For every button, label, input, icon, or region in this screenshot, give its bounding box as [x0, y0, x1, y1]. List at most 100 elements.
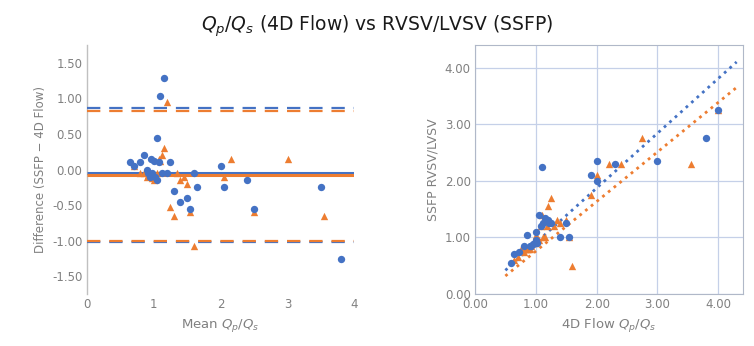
Point [522, 246, 534, 252]
Point [171, 170, 183, 176]
Point [530, 238, 542, 243]
Point [181, 195, 193, 201]
Point [148, 177, 160, 183]
Point [225, 156, 237, 162]
Point [535, 224, 547, 229]
Point [542, 218, 554, 223]
Point [533, 238, 545, 243]
Point [713, 107, 725, 113]
Point [651, 158, 664, 164]
Point [545, 195, 557, 201]
Point [609, 161, 621, 167]
Point [335, 256, 347, 261]
Y-axis label: SSFP RVSV/LVSV: SSFP RVSV/LVSV [426, 118, 440, 221]
Point [525, 243, 537, 249]
Point [563, 235, 575, 240]
Point [505, 260, 517, 266]
Point [141, 174, 153, 180]
Point [700, 136, 713, 141]
Point [537, 235, 549, 240]
Point [241, 177, 253, 183]
Point [602, 161, 615, 167]
Point [218, 184, 230, 190]
Point [520, 246, 532, 252]
Point [537, 220, 549, 226]
Point [134, 170, 146, 176]
Point [155, 170, 167, 176]
Point [141, 167, 153, 172]
Point [517, 243, 529, 249]
Point [530, 235, 542, 240]
Point [636, 136, 648, 141]
Point [517, 249, 529, 254]
Point [181, 181, 193, 186]
Point [551, 218, 563, 223]
Point [161, 99, 173, 105]
Point [519, 246, 531, 252]
Point [539, 235, 551, 240]
Point [124, 160, 136, 165]
Point [554, 235, 566, 240]
Point [584, 192, 596, 198]
Point [590, 158, 602, 164]
Point [155, 158, 167, 164]
Point [153, 156, 165, 162]
Point [143, 170, 155, 176]
Point [508, 257, 520, 263]
Point [529, 240, 541, 246]
Point [554, 220, 566, 226]
Point [513, 249, 525, 254]
Point [590, 178, 602, 184]
Point [137, 153, 149, 158]
Point [590, 172, 602, 178]
Point [566, 263, 578, 268]
Point [615, 161, 627, 167]
Point [188, 170, 200, 176]
Point [545, 220, 557, 226]
Point [127, 163, 139, 169]
Point [158, 76, 170, 81]
Point [146, 170, 158, 176]
Point [548, 224, 560, 229]
Point [148, 158, 160, 164]
Point [149, 174, 161, 180]
Point [164, 160, 176, 165]
Point [215, 163, 227, 169]
X-axis label: Mean $Q_p$/$Q_s$: Mean $Q_p$/$Q_s$ [181, 317, 260, 334]
Point [281, 156, 293, 162]
Point [560, 220, 572, 226]
Point [531, 238, 543, 243]
Point [143, 172, 155, 178]
Point [536, 164, 548, 170]
Point [151, 135, 163, 140]
Point [560, 218, 572, 223]
Y-axis label: Difference (SSFP − 4D Flow): Difference (SSFP − 4D Flow) [34, 86, 47, 253]
Point [161, 170, 173, 176]
Point [155, 153, 167, 158]
Point [153, 160, 165, 165]
Point [137, 170, 149, 176]
Point [584, 172, 596, 178]
Point [134, 160, 146, 165]
X-axis label: 4D Flow $Q_p$/$Q_s$: 4D Flow $Q_p$/$Q_s$ [561, 317, 657, 335]
Point [155, 93, 167, 98]
Point [531, 240, 543, 246]
Point [524, 243, 536, 249]
Point [520, 232, 532, 237]
Point [248, 206, 260, 211]
Point [315, 184, 327, 190]
Point [536, 212, 548, 218]
Point [151, 177, 163, 183]
Point [527, 240, 539, 246]
Point [563, 235, 575, 240]
Point [149, 174, 161, 180]
Point [543, 220, 555, 226]
Point [151, 170, 163, 176]
Point [248, 209, 260, 215]
Point [145, 156, 157, 162]
Point [713, 107, 725, 113]
Point [185, 209, 197, 215]
Point [174, 177, 186, 183]
Point [530, 232, 542, 237]
Point [533, 212, 545, 218]
